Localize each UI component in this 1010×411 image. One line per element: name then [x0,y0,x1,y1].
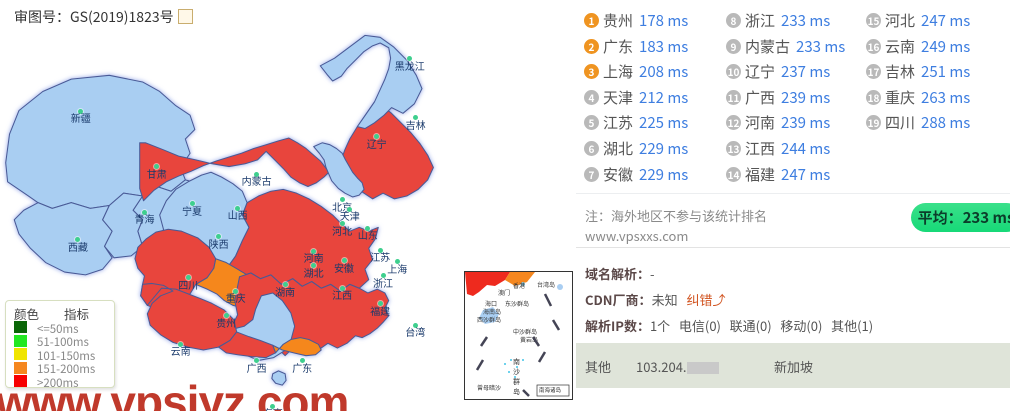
svg-text:香港: 香港 [513,281,525,290]
svg-text:群: 群 [513,377,520,387]
svg-text:台湾岛: 台湾岛 [537,280,555,289]
svg-text:南海诸岛: 南海诸岛 [539,386,562,394]
svg-text:东沙群岛: 东沙群岛 [505,299,529,308]
svg-text:西沙群岛: 西沙群岛 [477,315,501,324]
svg-text:曾母暗沙: 曾母暗沙 [477,383,501,392]
svg-text:南: 南 [513,357,520,367]
svg-text:岛: 岛 [513,387,520,397]
svg-text:沙: 沙 [513,367,520,377]
svg-text:澳门: 澳门 [498,288,510,297]
